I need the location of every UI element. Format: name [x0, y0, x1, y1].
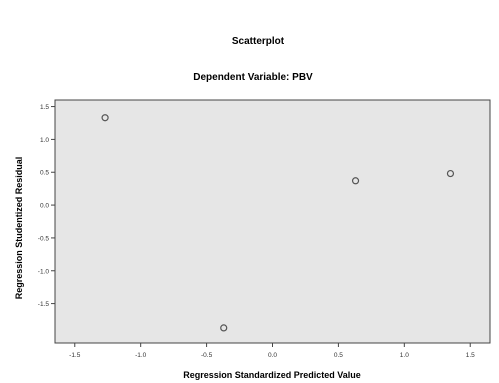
data-point [101, 114, 109, 122]
x-axis: -1.5 -1.0 -0.5 0.0 0.5 1.0 1.5 [69, 343, 475, 359]
y-tick-label: 0.0 [40, 203, 49, 210]
data-points [101, 114, 455, 332]
y-axis: 1.5 1.0 0.5 0.0 -0.5 -1.0 -1.5 [38, 104, 55, 308]
y-tick-label: -0.5 [38, 235, 50, 242]
y-tick-label: 1.0 [40, 137, 49, 144]
data-point [351, 177, 360, 185]
x-tick-label: -1.0 [135, 352, 147, 359]
chart-subtitle: Dependent Variable: PBV [193, 72, 313, 83]
x-tick-label: -0.5 [201, 352, 213, 359]
y-tick-label: 0.5 [40, 170, 49, 177]
x-tick-label: -1.5 [69, 352, 81, 359]
data-point [220, 324, 228, 332]
x-tick-label: 1.5 [466, 352, 475, 359]
y-axis-label: Regression Studentized Residual [14, 157, 24, 300]
x-tick-label: 0.5 [334, 352, 343, 359]
y-tick-label: 1.5 [40, 104, 49, 111]
x-tick-label: 1.0 [400, 352, 409, 359]
chart-title: Scatterplot [232, 36, 285, 47]
x-axis-label: Regression Standardized Predicted Value [183, 370, 361, 380]
y-tick-label: -1.5 [38, 301, 50, 308]
data-point [446, 169, 455, 178]
y-tick-label: -1.0 [38, 268, 50, 275]
plot-area [54, 99, 491, 344]
x-tick-label: 0.0 [268, 352, 277, 359]
